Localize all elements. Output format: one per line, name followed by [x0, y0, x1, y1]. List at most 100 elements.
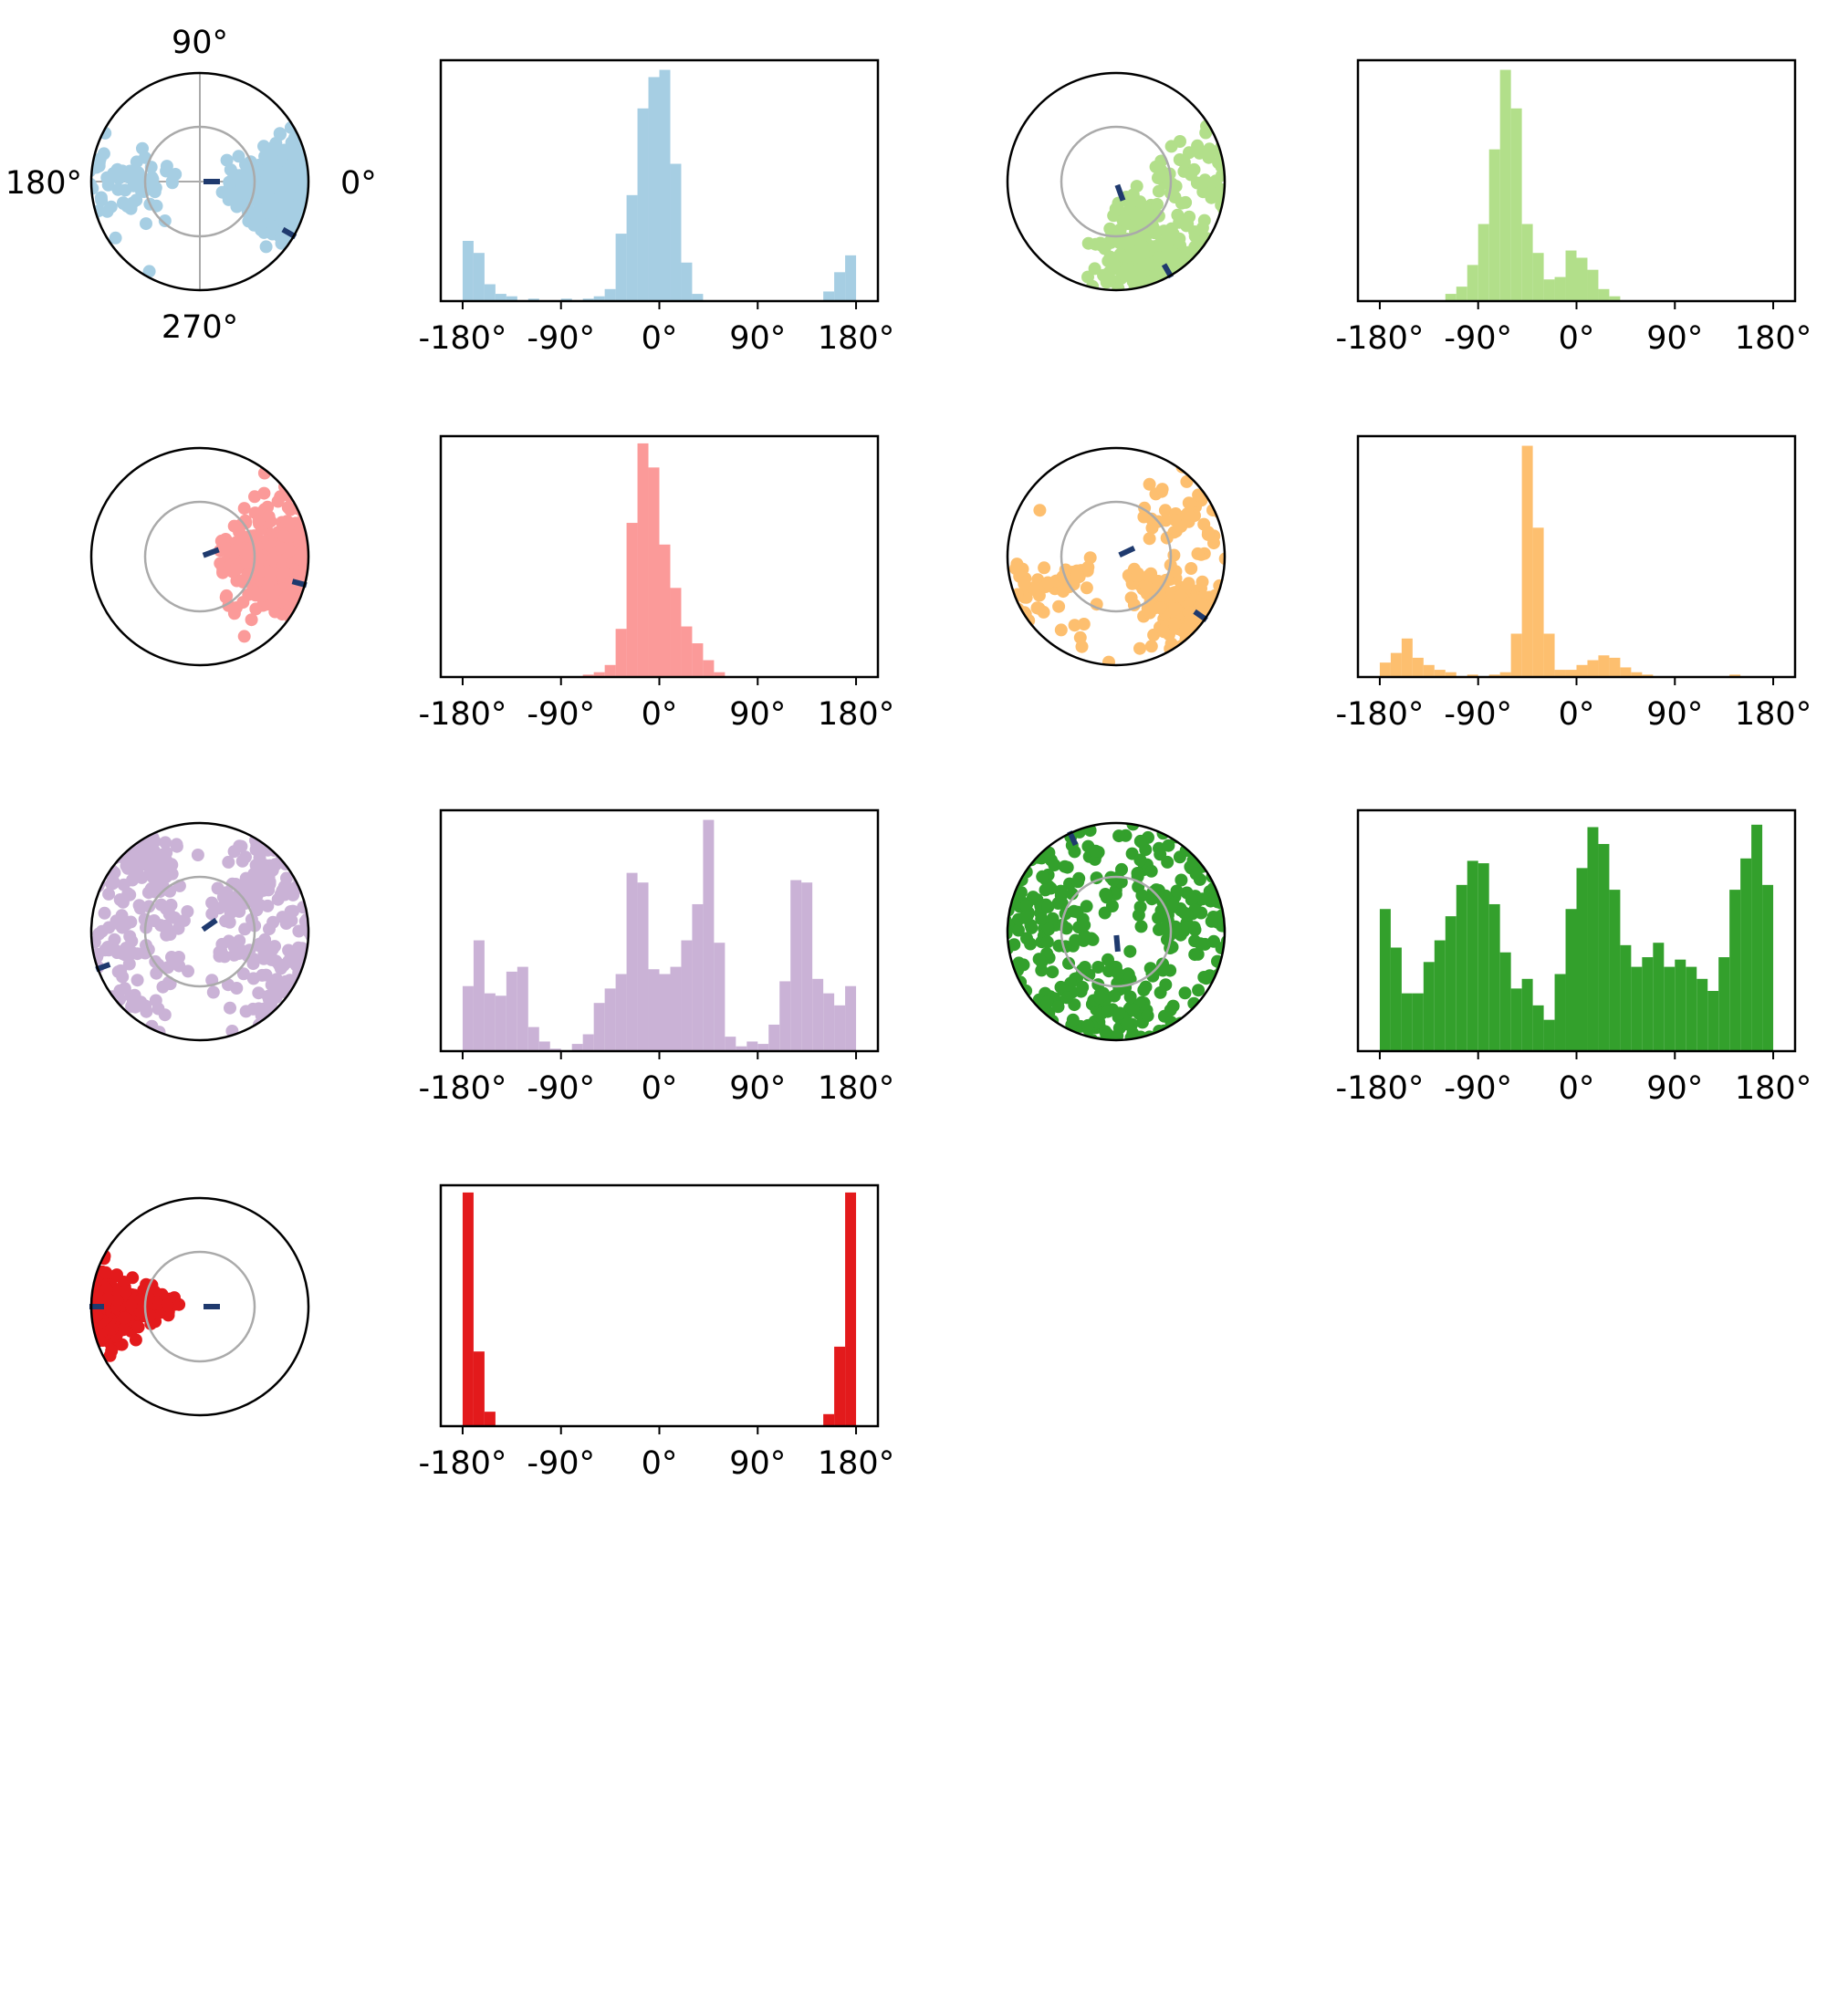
scatter-point	[1057, 585, 1070, 599]
x-tick-label: -180°	[418, 1445, 506, 1482]
hist-bar	[1565, 670, 1577, 677]
hist-bar	[1620, 667, 1632, 677]
scatter-point	[1060, 860, 1074, 874]
scatter-point	[1155, 483, 1169, 496]
x-tick-label: 180°	[1735, 320, 1811, 357]
scatter-point	[100, 1292, 114, 1306]
scatter-point	[159, 836, 172, 849]
scatter-point	[172, 951, 185, 964]
scatter-point	[252, 1002, 266, 1016]
scatter-point	[92, 159, 106, 172]
scatter-point	[1189, 867, 1203, 881]
scatter-point	[1081, 270, 1094, 284]
scatter-point	[1197, 517, 1211, 531]
scatter-point	[1225, 912, 1237, 924]
hist-bar	[1576, 664, 1588, 677]
scatter-point	[261, 500, 275, 514]
scatter-point	[232, 150, 245, 163]
scatter-point	[1104, 235, 1118, 249]
scatter-point	[1112, 829, 1126, 843]
scatter-point	[108, 933, 121, 946]
scatter-point	[1112, 1006, 1126, 1020]
hist-bar	[681, 940, 693, 1051]
scatter-point	[1144, 640, 1158, 653]
hist-bar	[659, 974, 671, 1051]
hist-bar	[615, 974, 627, 1051]
scatter-point	[1081, 236, 1095, 250]
polar-plot	[1006, 446, 1227, 667]
scatter-point	[249, 843, 263, 857]
scatter-point	[223, 915, 236, 929]
scatter-point	[269, 858, 283, 871]
scatter-point	[227, 607, 241, 620]
scatter-point	[1046, 912, 1060, 925]
scatter-point	[78, 1287, 91, 1299]
hist-bar	[1532, 1005, 1544, 1051]
histogram: -180° -90° 0° 90° 180°	[418, 58, 894, 357]
scatter-point	[1133, 834, 1147, 848]
scatter-point	[283, 516, 297, 530]
scatter-point	[308, 941, 320, 954]
hist-bar	[692, 643, 704, 677]
scatter-point	[308, 571, 320, 584]
scatter-point	[160, 928, 173, 942]
hist-bar	[637, 882, 649, 1051]
scatter-point	[158, 214, 172, 227]
hist-bar	[1379, 662, 1391, 677]
scatter-point	[1190, 629, 1204, 642]
scatter-point	[307, 189, 308, 203]
scatter-point	[1140, 1036, 1154, 1040]
scatter-point	[1137, 984, 1151, 997]
scatter-point	[261, 899, 275, 912]
scatter-point	[295, 185, 308, 199]
scatter-point	[164, 823, 178, 826]
scatter-point	[1195, 221, 1209, 234]
hist-bar	[692, 903, 704, 1051]
scatter-point	[1158, 504, 1172, 517]
scatter-point	[1135, 889, 1149, 902]
scatter-point	[1041, 900, 1055, 913]
scatter-point	[103, 1349, 117, 1362]
scatter-point	[1168, 254, 1182, 267]
hist-frame	[439, 1183, 880, 1428]
scatter-point	[1041, 576, 1055, 589]
scatter-point	[238, 922, 252, 936]
scatter-point	[308, 157, 320, 170]
scatter-point	[1039, 883, 1052, 897]
hist-bar	[1609, 657, 1621, 677]
scatter-point	[1070, 568, 1084, 581]
hist-bar	[1423, 962, 1435, 1051]
hist-bar	[637, 108, 649, 301]
hist-bar	[582, 298, 594, 301]
scatter-point	[132, 899, 146, 912]
scatter-point	[287, 147, 300, 161]
polar-scatter	[1056, 120, 1225, 290]
scatter-point	[279, 167, 293, 181]
hist-bar	[703, 819, 715, 1051]
scatter-point	[94, 191, 108, 204]
hist-bar	[1576, 257, 1588, 301]
scatter-point	[262, 870, 276, 883]
hist-bar	[1510, 988, 1522, 1051]
scatter-point	[1185, 168, 1197, 182]
scatter-point	[1154, 282, 1167, 290]
polar-plot	[89, 821, 320, 1042]
hist-bar	[1477, 224, 1489, 301]
hist-bar	[1412, 993, 1424, 1051]
mean-marker-inner	[1113, 934, 1121, 953]
scatter-point	[245, 613, 258, 627]
scatter-point	[1185, 562, 1198, 575]
hist-bar	[484, 1412, 496, 1426]
polar-plot	[1006, 821, 1237, 1042]
scatter-point	[1102, 655, 1115, 665]
scatter-point	[276, 883, 289, 897]
hist-bar	[747, 1041, 758, 1051]
scatter-point	[1068, 619, 1081, 632]
scatter-point	[177, 913, 191, 927]
scatter-point	[1121, 1017, 1134, 1031]
scatter-point	[257, 140, 270, 153]
scatter-point	[1009, 562, 1022, 576]
scatter-point	[1197, 971, 1211, 984]
scatter-point	[275, 153, 288, 167]
